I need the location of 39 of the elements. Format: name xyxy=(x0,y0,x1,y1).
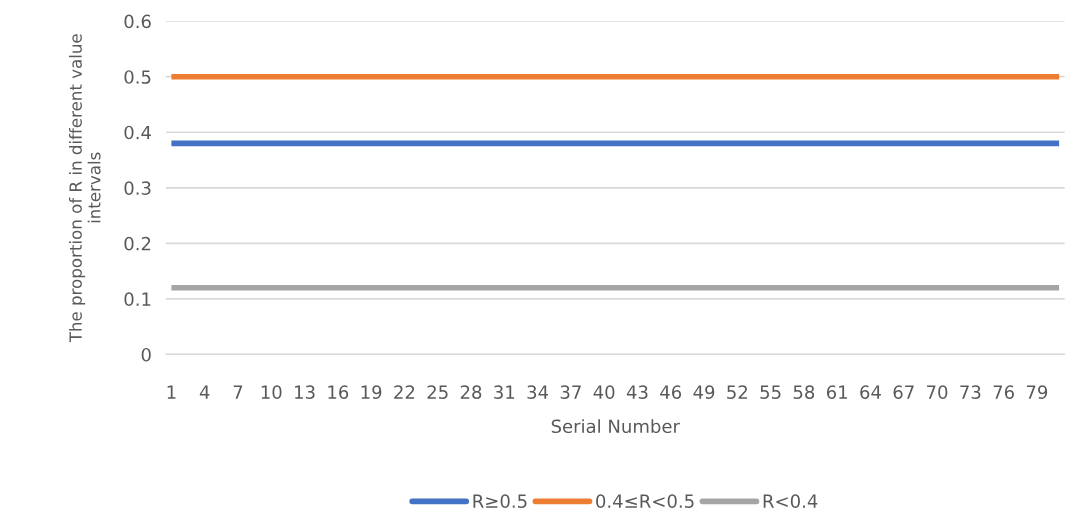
x-tick-label: 31 xyxy=(494,385,515,399)
x-tick-label: 76 xyxy=(993,385,1014,399)
x-tick-label: 37 xyxy=(560,385,581,399)
x-tick-label: 7 xyxy=(233,385,243,399)
x-tick-label: 61 xyxy=(826,385,847,399)
x-tick-label: 16 xyxy=(328,385,349,399)
x-tick-label: 64 xyxy=(860,385,881,399)
y-tick-label: 0.2 xyxy=(124,236,151,251)
y-tick-label: 0.6 xyxy=(124,14,151,29)
x-tick-label: 28 xyxy=(460,385,482,399)
x-tick-label: 4 xyxy=(199,385,210,399)
x-tick-label: 49 xyxy=(693,385,715,399)
y-tick-label: 0.1 xyxy=(124,292,151,306)
x-tick-label: 43 xyxy=(626,385,648,399)
x-tick-label: 70 xyxy=(927,385,948,399)
x-tick-label: 55 xyxy=(760,385,781,399)
x-tick-label: 67 xyxy=(893,385,914,399)
x-tick-label: 52 xyxy=(727,385,747,399)
y-axis-title: The proportion of R in different value intervals xyxy=(69,34,101,343)
x-tick-label: 10 xyxy=(261,385,282,399)
x-tick-label: 13 xyxy=(295,385,315,399)
x-tick-label: 46 xyxy=(660,385,682,399)
y-tick-label: 0.5 xyxy=(124,70,151,84)
y-tick-label: 0.3 xyxy=(124,181,151,195)
legend-label: R<0.4 xyxy=(763,494,818,508)
x-tick-label: 19 xyxy=(361,385,382,399)
x-tick-label: 25 xyxy=(427,385,448,399)
x-axis-title: Serial Number xyxy=(551,419,680,434)
x-tick-label: 40 xyxy=(593,385,615,399)
y-tick-label: 0.4 xyxy=(124,125,151,140)
x-tick-label: 73 xyxy=(960,385,981,399)
x-tick-label: 1 xyxy=(167,385,176,399)
x-tick-label: 58 xyxy=(793,385,815,399)
x-tick-label: 79 xyxy=(1026,385,1048,399)
y-tick-label: 0 xyxy=(141,347,151,362)
x-tick-label: 34 xyxy=(527,385,549,399)
x-tick-label: 22 xyxy=(394,385,415,399)
legend-label: R≥0.5 xyxy=(473,494,527,508)
legend-label: 0.4≤R<0.5 xyxy=(596,494,694,508)
